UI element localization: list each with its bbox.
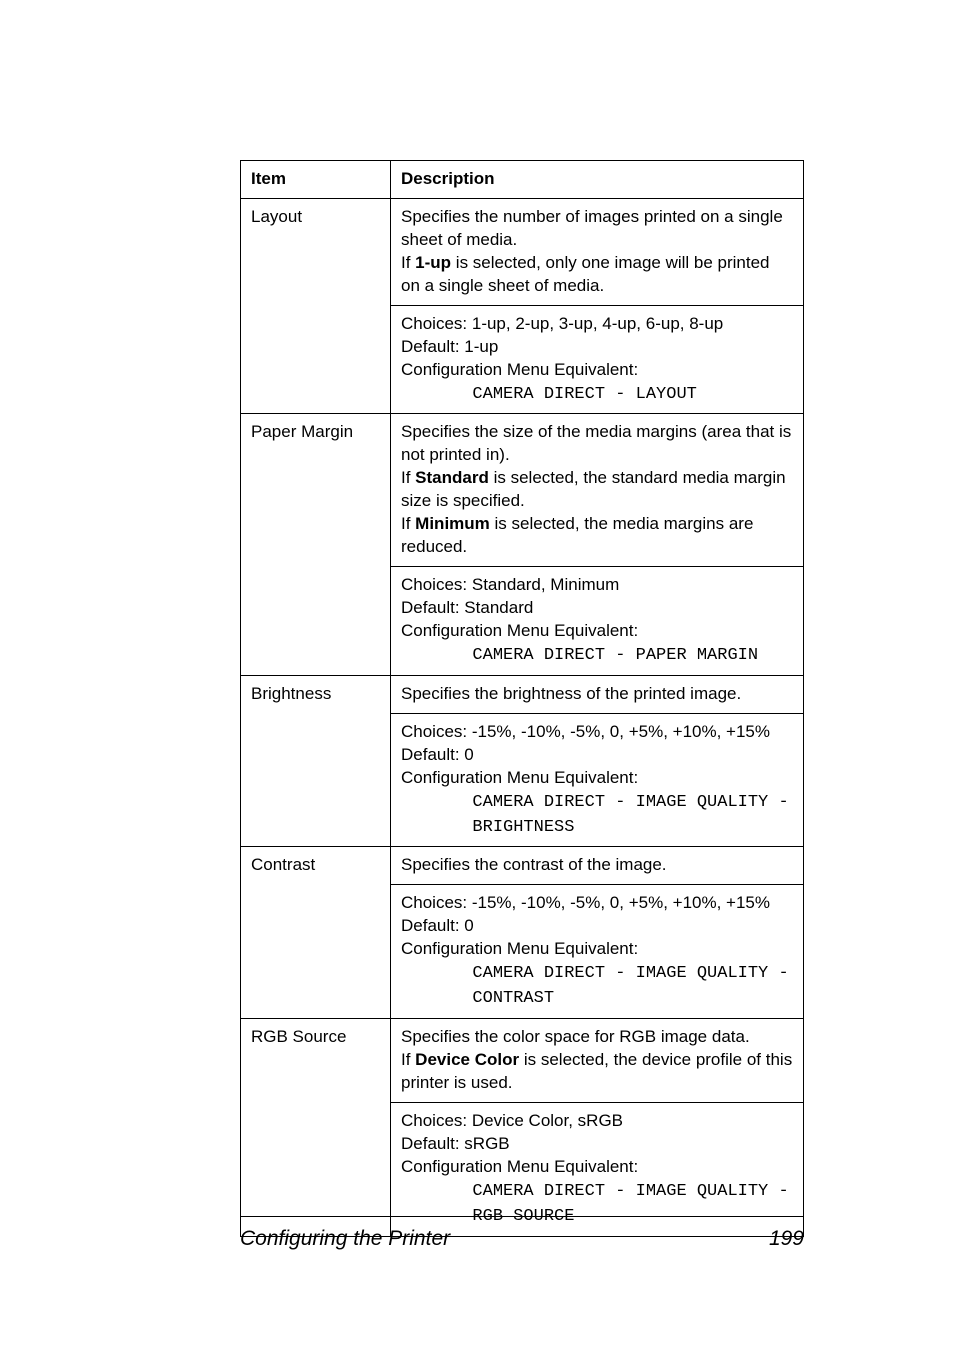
row-contrast: Contrast Specifies the contrast of the i… xyxy=(241,847,804,885)
text: If xyxy=(401,468,415,487)
text: is selected, only one image will be prin… xyxy=(401,253,770,295)
text: If xyxy=(401,253,415,272)
table-header-row: Item Description xyxy=(241,161,804,199)
cfg-label: Configuration Menu Equivalent: xyxy=(401,360,638,379)
text: Specifies the brightness of the printed … xyxy=(401,684,741,703)
desc-contrast-sub: Choices: -15%, -10%, -5%, 0, +5%, +10%, … xyxy=(391,885,804,1019)
choices: Choices: Standard, Minimum xyxy=(401,575,619,594)
row-paper-margin: Paper Margin Specifies the size of the m… xyxy=(241,414,804,567)
choices: Choices: 1-up, 2-up, 3-up, 4-up, 6-up, 8… xyxy=(401,314,723,333)
cfg-label: Configuration Menu Equivalent: xyxy=(401,939,638,958)
mono-path: CAMERA DIRECT - PAPER MARGIN xyxy=(401,646,758,665)
footer-title: Configuring the Printer xyxy=(240,1227,450,1251)
item-paper-margin: Paper Margin xyxy=(241,414,391,675)
cfg-label: Configuration Menu Equivalent: xyxy=(401,621,638,640)
config-table: Item Description Layout Specifies the nu… xyxy=(240,160,804,1237)
desc-brightness-sub: Choices: -15%, -10%, -5%, 0, +5%, +10%, … xyxy=(391,713,804,847)
choices: Choices: Device Color, sRGB xyxy=(401,1111,623,1130)
desc-contrast-main: Specifies the contrast of the image. xyxy=(391,847,804,885)
default: Default: 1-up xyxy=(401,337,498,356)
bold-text: Standard xyxy=(415,468,489,487)
page-footer: Configuring the Printer 199 xyxy=(240,1216,804,1251)
row-layout: Layout Specifies the number of images pr… xyxy=(241,198,804,305)
default: Default: sRGB xyxy=(401,1134,510,1153)
header-description: Description xyxy=(391,161,804,199)
desc-paper-margin-main: Specifies the size of the media margins … xyxy=(391,414,804,567)
mono-path: CAMERA DIRECT - IMAGE QUALITY - CONTRAST xyxy=(401,964,789,1008)
text: If xyxy=(401,514,415,533)
default: Default: 0 xyxy=(401,916,474,935)
desc-layout-main: Specifies the number of images printed o… xyxy=(391,198,804,305)
default: Default: Standard xyxy=(401,598,533,617)
row-rgb-source: RGB Source Specifies the color space for… xyxy=(241,1019,804,1103)
mono-path: CAMERA DIRECT - IMAGE QUALITY - BRIGHTNE… xyxy=(401,793,789,837)
header-item: Item xyxy=(241,161,391,199)
text: Specifies the number of images printed o… xyxy=(401,207,783,249)
choices: Choices: -15%, -10%, -5%, 0, +5%, +10%, … xyxy=(401,893,770,912)
item-brightness: Brightness xyxy=(241,675,391,847)
desc-paper-margin-sub: Choices: Standard, Minimum Default: Stan… xyxy=(391,567,804,676)
bold-text: Minimum xyxy=(415,514,490,533)
default: Default: 0 xyxy=(401,745,474,764)
desc-layout-sub: Choices: 1-up, 2-up, 3-up, 4-up, 6-up, 8… xyxy=(391,305,804,414)
choices: Choices: -15%, -10%, -5%, 0, +5%, +10%, … xyxy=(401,722,770,741)
bold-text: 1-up xyxy=(415,253,451,272)
item-contrast: Contrast xyxy=(241,847,391,1019)
mono-path: CAMERA DIRECT - LAYOUT xyxy=(401,385,697,404)
bold-text: Device Color xyxy=(415,1050,519,1069)
footer-page-number: 199 xyxy=(769,1227,804,1251)
text: Specifies the size of the media margins … xyxy=(401,422,791,464)
item-layout: Layout xyxy=(241,198,391,414)
desc-rgb-source-main: Specifies the color space for RGB image … xyxy=(391,1019,804,1103)
cfg-label: Configuration Menu Equivalent: xyxy=(401,1157,638,1176)
row-brightness: Brightness Specifies the brightness of t… xyxy=(241,675,804,713)
cfg-label: Configuration Menu Equivalent: xyxy=(401,768,638,787)
text: If xyxy=(401,1050,415,1069)
item-rgb-source: RGB Source xyxy=(241,1019,391,1237)
desc-brightness-main: Specifies the brightness of the printed … xyxy=(391,675,804,713)
text: Specifies the contrast of the image. xyxy=(401,855,667,874)
text: Specifies the color space for RGB image … xyxy=(401,1027,750,1046)
